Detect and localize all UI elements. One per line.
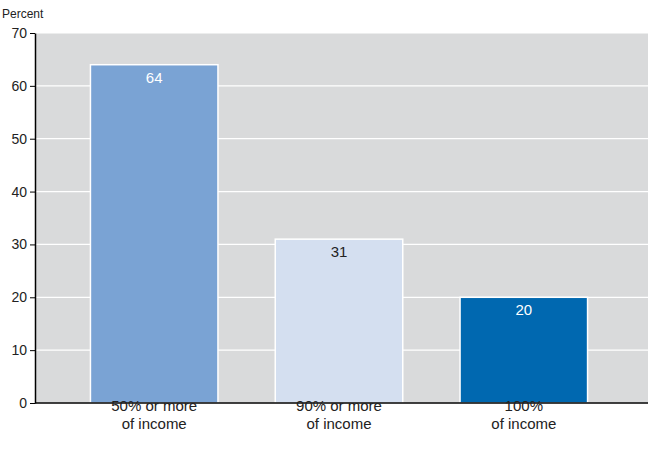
x-tick-label: 100%of income (491, 397, 556, 432)
chart: 64312001020304050607050% or moreof incom… (0, 0, 650, 461)
y-tick-mark (30, 192, 35, 193)
y-tick-mark (30, 350, 35, 351)
y-tick-label: 40 (11, 184, 27, 200)
y-tick-mark (30, 139, 35, 140)
x-tick-label-line: 100% (505, 397, 543, 414)
x-tick-label-line: 50% or more (111, 397, 197, 414)
y-tick-mark (30, 403, 35, 404)
x-axis: 50% or moreof income90% or moreof income… (35, 397, 648, 432)
plot-background (35, 33, 648, 403)
y-tick-mark (30, 244, 35, 245)
data-labels: 64 31 20 (146, 69, 532, 319)
y-tick: 60 (11, 78, 35, 94)
bar (460, 297, 588, 403)
y-axis-line (35, 34, 37, 404)
grid (35, 33, 648, 403)
y-tick: 10 (11, 342, 35, 358)
x-tick: 90% or moreof income (296, 397, 382, 432)
bars (90, 65, 587, 403)
bar (90, 65, 218, 403)
y-tick: 70 (11, 25, 35, 41)
y-axis: 0 10 20 30 40 50 60 70 (11, 25, 35, 411)
y-tick-label: 0 (19, 395, 27, 411)
x-tick: 100%of income (491, 397, 556, 432)
x-tick: 50% or moreof income (111, 397, 197, 432)
x-tick-label-line: of income (122, 415, 187, 432)
y-tick-label: 60 (11, 78, 27, 94)
y-tick-label: 70 (11, 25, 27, 41)
x-tick-label: 90% or moreof income (296, 397, 382, 432)
y-tick: 20 (11, 289, 35, 305)
y-axis-title: Percent (2, 7, 44, 21)
data-label: 64 (146, 69, 163, 86)
y-tick: 30 (11, 236, 35, 252)
grid-line (35, 32, 648, 33)
data-label: 20 (515, 301, 532, 318)
y-tick: 0 (19, 395, 35, 411)
y-tick-label: 30 (11, 236, 27, 252)
y-tick: 40 (11, 184, 35, 200)
x-tick-label-line: 90% or more (296, 397, 382, 414)
y-tick-mark (30, 297, 35, 298)
data-label: 31 (331, 243, 348, 260)
x-tick-label: 50% or moreof income (111, 397, 197, 432)
x-tick-label-line: of income (491, 415, 556, 432)
y-tick-label: 20 (11, 289, 27, 305)
y-tick-label: 50 (11, 131, 27, 147)
y-tick-mark (30, 33, 35, 34)
bar (275, 239, 403, 403)
x-tick-label-line: of income (306, 415, 371, 432)
y-tick-mark (30, 86, 35, 87)
y-tick-label: 10 (11, 342, 27, 358)
y-tick: 50 (11, 131, 35, 147)
